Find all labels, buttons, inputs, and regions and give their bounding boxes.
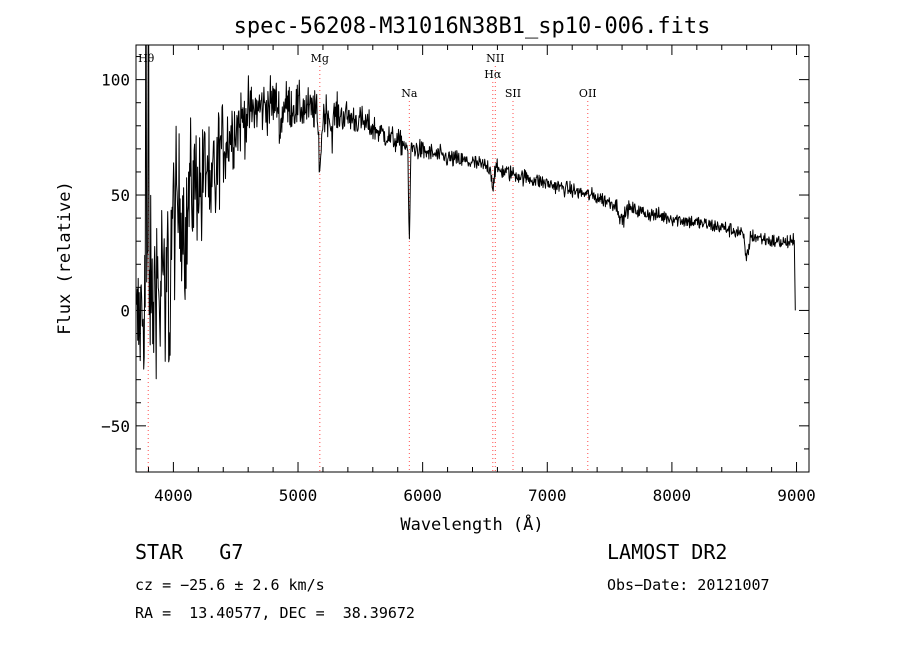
object-class: STAR G7 [135, 540, 244, 564]
line-label: Na [401, 87, 418, 100]
line-label: NII [486, 52, 504, 65]
plot-axes: 4000 5000 6000 7000 8000 9000 −50 0 50 100 [101, 44, 816, 505]
observation-date: Obs−Date: 20121007 [607, 576, 770, 594]
x-tick-label: 5000 [279, 486, 318, 505]
x-tick-label: 8000 [653, 486, 692, 505]
plot-frame [135, 44, 810, 473]
redshift-velocity: cz = −25.6 ± 2.6 km/s [135, 576, 325, 594]
line-label: Hα [484, 68, 502, 81]
spectrum-line [136, 45, 796, 380]
line-label: Mg [311, 52, 329, 65]
y-axis-label: Flux (relative) [55, 181, 75, 335]
x-tick-label: 9000 [777, 486, 816, 505]
line-label: OII [579, 87, 597, 100]
x-axis-label: Wavelength (Å) [400, 513, 543, 535]
chart-title: spec-56208-M31016N38B1_sp10-006.fits [234, 14, 711, 39]
x-tick-label: 7000 [528, 486, 567, 505]
survey-name: LAMOST DR2 [607, 540, 728, 564]
x-tick-label: 4000 [154, 486, 193, 505]
y-tick-label: 0 [120, 301, 130, 320]
y-tick-label: 50 [111, 186, 130, 205]
spectrum-trace [136, 45, 796, 380]
coordinates-ra-dec: RA = 13.40577, DEC = 38.39672 [135, 604, 415, 622]
y-tick-label: 100 [101, 71, 130, 90]
x-tick-label: 6000 [403, 486, 442, 505]
line-label: SII [505, 87, 521, 100]
y-tick-label: −50 [101, 417, 130, 436]
